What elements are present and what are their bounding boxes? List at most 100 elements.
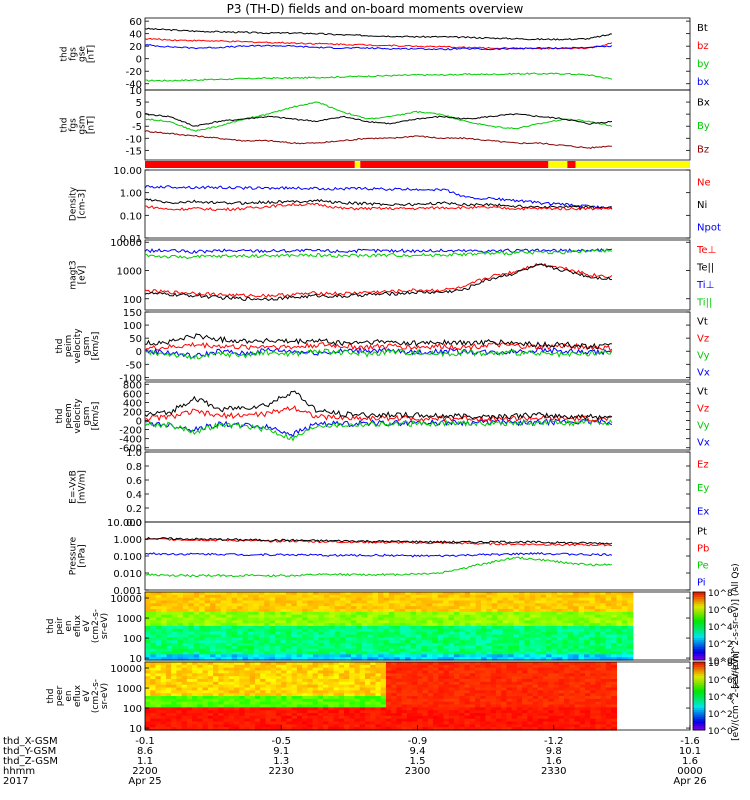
spectrogram-cell [269,611,276,616]
spectrogram-cell [378,628,385,633]
spectrogram-cell [218,701,225,706]
spectrogram-cell [192,673,198,677]
spectrogram-cell [307,611,314,616]
x-row-label: thd_Z-GSM [3,756,58,767]
spectrogram-cell [569,710,576,714]
spectrogram-cell [383,609,390,613]
spectrogram-cell [197,673,204,677]
spectrogram-cell [296,673,303,677]
spectrogram-cell [448,614,455,619]
spectrogram-cell [459,609,466,613]
spectrogram-cell [605,631,612,636]
spectrogram-cell [480,667,487,672]
spectrogram-cell [551,648,558,653]
spectrogram-cell [385,713,392,717]
spectrogram-cell [318,643,325,647]
spectrogram-cell [481,637,488,641]
spectrogram-cell [340,614,347,619]
spectrogram-cell [150,620,157,624]
spectrogram-cell [524,609,531,613]
spectrogram-cell [388,611,395,616]
spectrogram-cell [356,623,363,627]
spectrogram-cell [412,679,418,683]
spectrogram-cell [611,606,618,610]
spectrogram-cell [192,676,198,680]
spectrogram-cell [469,704,476,708]
spectrogram-cell [595,710,602,714]
spectrogram-cell [372,623,379,627]
spectrogram-cell [367,657,374,661]
y-tick-label: 1000 [117,266,142,277]
spectrogram-cell [480,727,487,731]
spectrogram-cell [349,684,356,689]
spectrogram-cell [513,600,520,604]
spectrogram-cell [318,648,325,653]
spectrogram-cell [361,594,368,599]
colorbar-step [693,610,705,613]
spectrogram-cell [410,606,417,610]
spectrogram-cell [182,614,189,619]
spectrogram-cell [567,657,574,661]
spectrogram-cell [244,721,251,725]
spectrogram-cell [186,690,193,694]
spectrogram-cell [558,664,565,669]
spectrogram-cell [192,715,198,720]
spectrogram-cell [172,648,179,653]
spectrogram-cell [302,696,308,700]
spectrogram-cell [223,679,230,683]
spectrogram-cell [172,631,179,636]
y-tick-label: 1000 [117,684,142,695]
spectrogram-cell [611,631,618,636]
spectrogram-cell [338,696,345,700]
colorbar-step [693,675,705,679]
spectrogram-cell [197,724,204,728]
spectrogram-cell [192,684,198,689]
spectrogram-cell [323,643,330,647]
spectrogram-cell [155,637,162,641]
spectrogram-cell [231,611,238,616]
spectrogram-cell [524,631,531,636]
spectrogram-cell [307,687,314,691]
spectrogram-cell [385,662,392,666]
spectrogram-cell [317,676,324,680]
spectrogram-cell [372,654,379,658]
spectrogram-cell [605,684,612,689]
spectrogram-cell [558,676,565,680]
spectrogram-cell [345,634,352,638]
spectrogram-cell [223,724,230,728]
spectrogram-cell [291,727,298,731]
spectrogram-cell [621,643,628,647]
spectrogram-cell [388,631,395,636]
spectrogram-cell [313,657,320,661]
spectrogram-cell [497,637,504,641]
spectrogram-cell [579,679,586,683]
spectrogram-cell [605,617,612,621]
spectrogram-cell [556,609,563,613]
spectrogram-cell [264,657,271,661]
colorbar-step [693,596,705,600]
spectrogram-cell [556,637,563,641]
spectrogram-cell [556,657,563,661]
spectrogram-cell [302,673,308,677]
spectrogram-cell [150,614,157,619]
mode-segment [145,161,355,168]
spectrogram-cell [459,707,466,711]
spectrogram-cell [464,696,471,700]
spectrogram-cell [237,631,244,636]
spectrogram-cell [427,693,434,697]
spectrogram-cell [307,648,314,653]
spectrogram-cell [334,603,341,607]
spectrogram-cell [260,718,267,723]
spectrogram-cell [511,667,518,672]
spectrogram-cell [406,701,413,706]
spectrogram-cell [350,600,357,604]
spectrogram-cell [453,651,460,655]
spectrogram-cell [220,651,227,655]
spectrogram-cell [412,670,418,674]
spectrogram-cell [215,603,222,607]
spectrogram-cell [537,662,544,666]
spectrogram-cell [470,651,477,655]
spectrogram-cell [160,673,167,677]
spectrogram-cell [453,643,460,647]
spectrogram-cell [569,727,576,731]
